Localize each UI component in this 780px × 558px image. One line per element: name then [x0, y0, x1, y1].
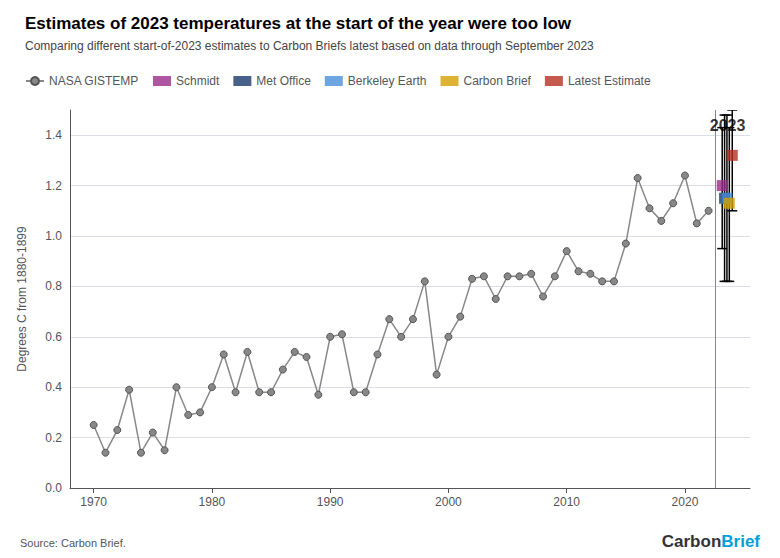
svg-text:Degrees C from 1880-1899: Degrees C from 1880-1899 — [15, 226, 29, 372]
svg-text:2000: 2000 — [435, 495, 462, 509]
svg-text:1.4: 1.4 — [45, 128, 62, 142]
svg-text:Brief: Brief — [721, 532, 760, 551]
svg-text:Estimates of 2023 temperatures: Estimates of 2023 temperatures at the st… — [25, 14, 572, 33]
svg-text:Schmidt: Schmidt — [176, 74, 220, 88]
svg-text:0.4: 0.4 — [45, 380, 62, 394]
svg-text:Berkeley Earth: Berkeley Earth — [348, 74, 427, 88]
svg-text:0.8: 0.8 — [45, 279, 62, 293]
svg-text:1.0: 1.0 — [45, 229, 62, 243]
svg-text:2020: 2020 — [672, 495, 699, 509]
svg-text:0.6: 0.6 — [45, 330, 62, 344]
svg-text:1970: 1970 — [80, 495, 107, 509]
svg-text:0.0: 0.0 — [45, 481, 62, 495]
svg-text:2023: 2023 — [710, 117, 746, 134]
svg-text:Carbon Brief: Carbon Brief — [464, 74, 532, 88]
svg-text:Comparing different start-of-2: Comparing different start-of-2023 estima… — [25, 39, 594, 53]
svg-text:Carbon: Carbon — [662, 532, 722, 551]
svg-text:2010: 2010 — [553, 495, 580, 509]
svg-text:1980: 1980 — [199, 495, 226, 509]
svg-text:0.2: 0.2 — [45, 431, 62, 445]
svg-text:NASA GISTEMP: NASA GISTEMP — [49, 74, 138, 88]
svg-text:1990: 1990 — [317, 495, 344, 509]
svg-text:1.2: 1.2 — [45, 179, 62, 193]
svg-text:Latest Estimate: Latest Estimate — [568, 74, 651, 88]
svg-text:Source: Carbon Brief.: Source: Carbon Brief. — [20, 537, 126, 549]
svg-text:Met Office: Met Office — [256, 74, 311, 88]
